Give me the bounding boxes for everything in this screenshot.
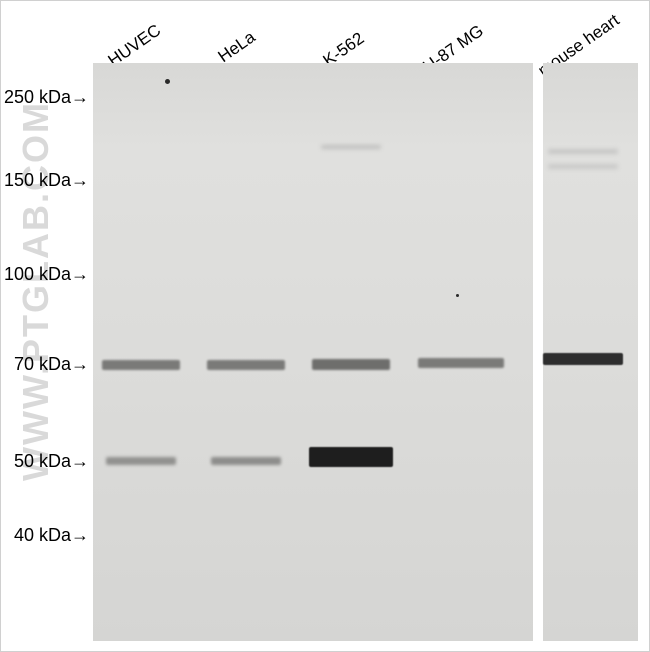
band	[548, 149, 618, 154]
band	[321, 145, 381, 149]
band	[106, 457, 176, 465]
bands-layer	[93, 63, 638, 641]
lane-label: HeLa	[215, 27, 260, 67]
band	[309, 447, 393, 467]
blot-area	[93, 63, 638, 641]
band	[207, 360, 285, 370]
mw-marker: 50 kDa→	[14, 451, 89, 472]
band	[312, 359, 390, 370]
band	[548, 164, 618, 169]
band	[102, 360, 180, 370]
mw-marker: 40 kDa→	[14, 525, 89, 546]
mw-marker: 100 kDa→	[4, 264, 89, 285]
band	[418, 358, 504, 368]
mw-marker: 70 kDa→	[14, 354, 89, 375]
speck	[456, 294, 459, 297]
band	[211, 457, 281, 465]
figure-container: WWW.PTGLAB.COM HUVEC HeLa K-562 U-87 MG …	[0, 0, 650, 652]
band	[543, 353, 623, 365]
speck	[165, 79, 170, 84]
watermark: WWW.PTGLAB.COM	[15, 101, 57, 481]
mw-marker: 250 kDa→	[4, 87, 89, 108]
mw-marker: 150 kDa→	[4, 170, 89, 191]
